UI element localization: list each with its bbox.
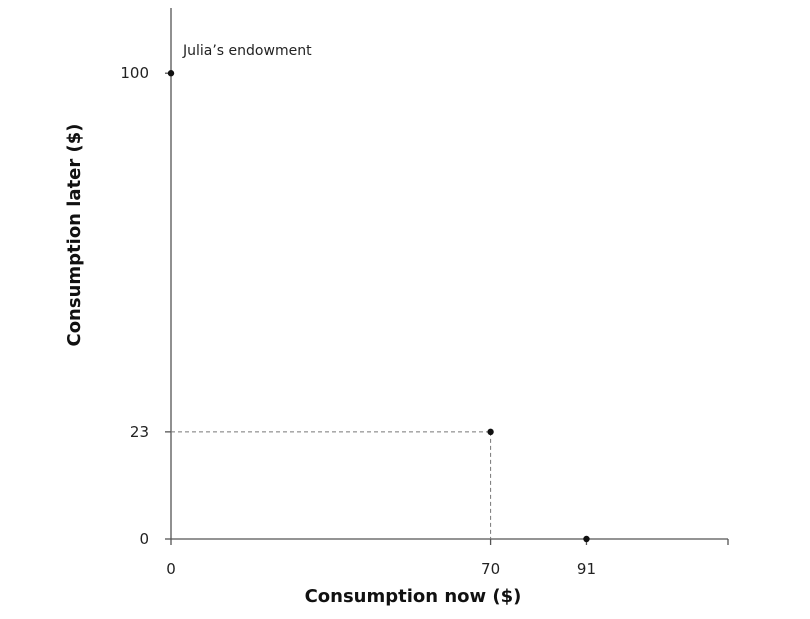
x-tick-label: 91 (577, 560, 596, 578)
x-ticks: 0 70 91 (166, 539, 596, 578)
y-axis-title: Consumption later ($) (64, 123, 85, 346)
y-tick-label: 100 (120, 64, 149, 82)
axes (170, 8, 729, 545)
y-tick-label: 23 (130, 423, 149, 441)
data-point (167, 70, 175, 77)
guide-lines (171, 431, 492, 539)
point-annotation: Julia’s endowment (182, 43, 312, 59)
x-tick-label: 70 (481, 560, 500, 578)
x-tick-label: 0 (166, 560, 176, 578)
data-points (167, 70, 590, 543)
data-point (487, 428, 494, 436)
annotations: Julia’s endowment (182, 43, 312, 59)
data-point (583, 535, 590, 543)
x-axis-title: Consumption now ($) (305, 586, 522, 607)
y-tick-label: 0 (139, 530, 149, 548)
y-ticks: 0 23 100 (120, 64, 171, 548)
